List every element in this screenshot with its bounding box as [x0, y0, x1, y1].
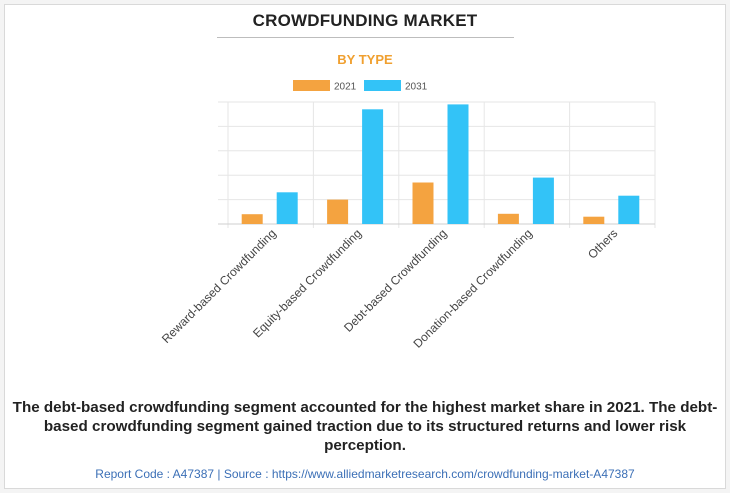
legend-label-2021: 2021 — [334, 82, 357, 93]
bar-2031-4 — [618, 195, 640, 224]
chart-caption: The debt-based crowdfunding segment acco… — [12, 399, 718, 454]
chart-title: CROWDFUNDING MARKET — [252, 11, 478, 30]
bar-2021-3 — [497, 213, 519, 224]
legend-label-2031: 2031 — [405, 82, 428, 93]
bar-2021-2 — [412, 182, 434, 224]
bar-2031-0 — [276, 192, 298, 224]
title-divider — [217, 37, 514, 38]
bar-2021-0 — [241, 214, 263, 224]
bars — [241, 104, 640, 224]
x-tick-label: Others — [585, 226, 620, 261]
bar-2021-4 — [583, 216, 605, 224]
legend-swatch-2021 — [293, 80, 330, 91]
bar-2021-1 — [327, 199, 349, 224]
legend: 2021 2031 — [293, 80, 428, 93]
report-source-footer[interactable]: Report Code : A47387 | Source : https://… — [95, 467, 635, 481]
legend-swatch-2031 — [364, 80, 401, 91]
chart-subtitle: BY TYPE — [337, 52, 393, 67]
bar-2031-2 — [447, 104, 469, 224]
bar-2031-1 — [362, 109, 384, 224]
bar-2031-3 — [532, 177, 554, 224]
